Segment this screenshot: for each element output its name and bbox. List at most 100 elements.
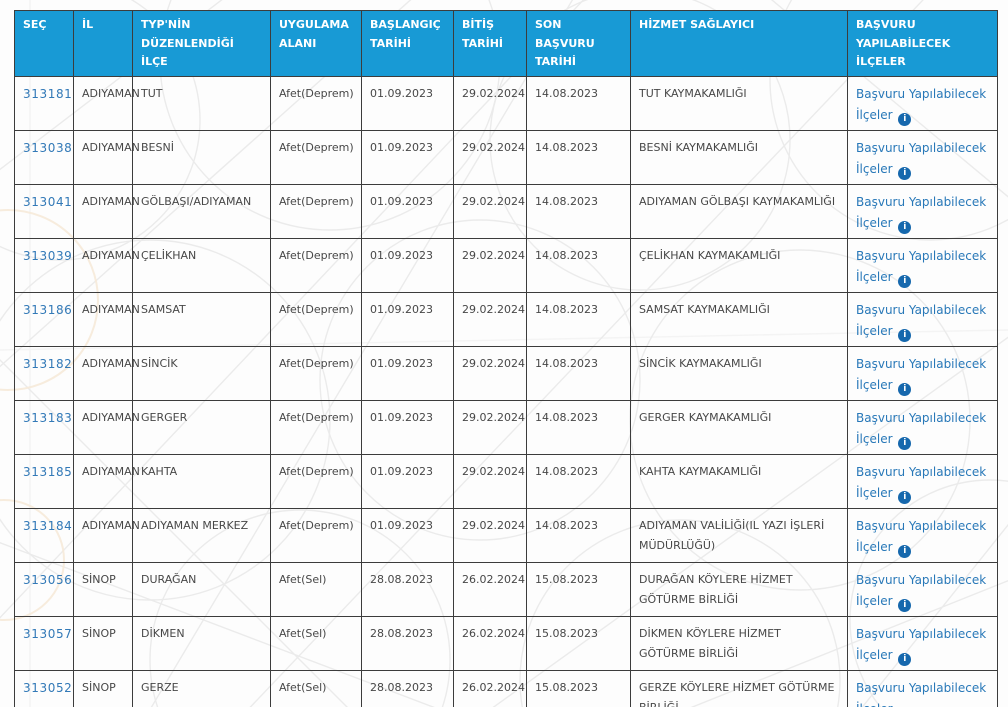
info-icon[interactable]: i	[898, 383, 912, 397]
cell-il: ADIYAMAN	[73, 454, 140, 510]
cell-saglayici: GERGER KAYMAKAMLIĞI	[630, 400, 848, 456]
col-header-bitis: BİTİŞ TARİHİ	[453, 9, 527, 78]
cell-alan: Afet(Deprem)	[270, 76, 362, 132]
header-row: SEÇ İL TYP'NİN DÜZENLENDİĞİ İLÇE UYGULAM…	[14, 9, 998, 78]
apply-districts-link[interactable]: Başvuru Yapılabilecek İlçeler i	[856, 249, 986, 289]
cell-baslangic: 01.09.2023	[361, 508, 454, 564]
typ-id-link[interactable]: 313181	[23, 87, 73, 102]
cell-basvuru: Başvuru Yapılabilecek İlçeler i	[847, 292, 998, 348]
cell-baslangic: 01.09.2023	[361, 346, 454, 402]
typ-id-link[interactable]: 313038	[23, 141, 73, 156]
typ-id-link[interactable]: 313041	[23, 195, 73, 210]
cell-saglayici: KAHTA KAYMAKAMLIĞI	[630, 454, 848, 510]
cell-ilce: GERGER	[132, 400, 271, 456]
cell-sec: 313184	[14, 508, 74, 564]
cell-alan: Afet(Deprem)	[270, 400, 362, 456]
table-row: 313185 ADIYAMAN KAHTA Afet(Deprem) 01.09…	[14, 454, 998, 510]
cell-bitis: 29.02.2024	[453, 130, 527, 186]
info-icon[interactable]: i	[898, 329, 912, 343]
apply-districts-label: Başvuru Yapılabilecek İlçeler	[856, 519, 987, 555]
cell-sec: 313182	[14, 346, 74, 402]
apply-districts-link[interactable]: Başvuru Yapılabilecek İlçeler i	[856, 87, 987, 127]
info-icon[interactable]: i	[898, 491, 912, 505]
cell-sec: 313057	[14, 616, 74, 672]
cell-baslangic: 28.08.2023	[361, 670, 454, 707]
cell-il: SİNOP	[73, 616, 133, 672]
apply-districts-label: Başvuru Yapılabilecek İlçeler	[856, 465, 987, 501]
table-row: 313056 SİNOP DURAĞAN Afet(Sel) 28.08.202…	[14, 562, 998, 618]
table-row: 313181 ADIYAMAN TUT Afet(Deprem) 01.09.2…	[14, 76, 998, 132]
cell-alan: Afet(Deprem)	[270, 238, 362, 294]
typ-id-link[interactable]: 313182	[23, 357, 73, 372]
cell-il: ADIYAMAN	[73, 292, 140, 348]
info-icon[interactable]: i	[898, 167, 912, 181]
table-row: 313057 SİNOP DİKMEN Afet(Sel) 28.08.2023…	[14, 616, 998, 672]
apply-districts-label: Başvuru Yapılabilecek İlçeler	[856, 87, 987, 123]
typ-id-link[interactable]: 313183	[23, 411, 73, 426]
table-row: 313186 ADIYAMAN SAMSAT Afet(Deprem) 01.0…	[14, 292, 998, 348]
apply-districts-link[interactable]: Başvuru Yapılabilecek İlçeler i	[856, 195, 986, 235]
typ-id-link[interactable]: 313039	[23, 249, 73, 264]
cell-il: SİNOP	[73, 670, 133, 707]
info-icon[interactable]: i	[898, 221, 912, 235]
apply-districts-label: Başvuru Yapılabilecek İlçeler	[856, 357, 987, 393]
cell-baslangic: 01.09.2023	[361, 400, 454, 456]
apply-districts-link[interactable]: Başvuru Yapılabilecek İlçeler i	[856, 303, 986, 343]
col-header-son-basvuru: SON BAŞVURU TARİHİ	[526, 9, 631, 78]
cell-son-basvuru: 14.08.2023	[526, 76, 631, 132]
apply-districts-link[interactable]: Başvuru Yapılabilecek İlçeler i	[856, 411, 986, 451]
cell-bitis: 29.02.2024	[453, 454, 527, 510]
cell-sec: 313056	[14, 562, 74, 618]
cell-ilce: DURAĞAN	[132, 562, 271, 618]
typ-id-link[interactable]: 313186	[23, 303, 73, 318]
cell-alan: Afet(Deprem)	[270, 346, 362, 402]
cell-basvuru: Başvuru Yapılabilecek İlçeler i	[847, 562, 998, 618]
cell-il: ADIYAMAN	[73, 508, 140, 564]
col-header-baslangic: BAŞLANGIÇ TARİHİ	[361, 9, 454, 78]
info-icon[interactable]: i	[898, 275, 912, 289]
info-icon[interactable]: i	[898, 545, 912, 559]
cell-alan: Afet(Sel)	[270, 616, 362, 672]
cell-sec: 313038	[14, 130, 74, 186]
info-icon[interactable]: i	[898, 653, 912, 667]
cell-saglayici: ADIYAMAN GÖLBAŞI KAYMAKAMLIĞI	[630, 184, 848, 240]
apply-districts-link[interactable]: Başvuru Yapılabilecek İlçeler i	[856, 681, 986, 707]
col-header-saglayici: HİZMET SAĞLAYICI	[630, 9, 848, 78]
table-row: 313038 ADIYAMAN BESNİ Afet(Deprem) 01.09…	[14, 130, 998, 186]
typ-id-link[interactable]: 313184	[23, 519, 73, 534]
apply-districts-link[interactable]: Başvuru Yapılabilecek İlçeler i	[856, 465, 987, 505]
table-row: 313184 ADIYAMAN ADIYAMAN MERKEZ Afet(Dep…	[14, 508, 998, 564]
apply-districts-link[interactable]: Başvuru Yapılabilecek İlçeler i	[856, 141, 986, 181]
cell-bitis: 29.02.2024	[453, 346, 527, 402]
cell-bitis: 29.02.2024	[453, 508, 527, 564]
table-row: 313039 ADIYAMAN ÇELİKHAN Afet(Deprem) 01…	[14, 238, 998, 294]
cell-baslangic: 01.09.2023	[361, 292, 454, 348]
info-icon[interactable]: i	[898, 113, 912, 127]
cell-basvuru: Başvuru Yapılabilecek İlçeler i	[847, 238, 998, 294]
cell-ilce: SİNCİK	[132, 346, 271, 402]
info-icon[interactable]: i	[898, 437, 912, 451]
typ-id-link[interactable]: 313056	[23, 573, 73, 588]
cell-il: ADIYAMAN	[73, 130, 140, 186]
cell-saglayici: BESNİ KAYMAKAMLIĞI	[630, 130, 848, 186]
apply-districts-link[interactable]: Başvuru Yapılabilecek İlçeler i	[856, 519, 987, 559]
cell-basvuru: Başvuru Yapılabilecek İlçeler i	[847, 454, 998, 510]
cell-son-basvuru: 14.08.2023	[526, 346, 631, 402]
typ-id-link[interactable]: 313185	[23, 465, 73, 480]
cell-sec: 313039	[14, 238, 74, 294]
apply-districts-link[interactable]: Başvuru Yapılabilecek İlçeler i	[856, 573, 987, 613]
col-header-ilce: TYP'NİN DÜZENLENDİĞİ İLÇE	[132, 9, 271, 78]
cell-basvuru: Başvuru Yapılabilecek İlçeler i	[847, 508, 998, 564]
apply-districts-label: Başvuru Yapılabilecek İlçeler	[856, 573, 987, 609]
info-icon[interactable]: i	[898, 599, 912, 613]
table-row: 313041 ADIYAMAN GÖLBAŞI/ADIYAMAN Afet(De…	[14, 184, 998, 240]
typ-id-link[interactable]: 313057	[23, 627, 73, 642]
cell-ilce: ADIYAMAN MERKEZ	[132, 508, 271, 564]
cell-son-basvuru: 14.08.2023	[526, 238, 631, 294]
apply-districts-link[interactable]: Başvuru Yapılabilecek İlçeler i	[856, 357, 987, 397]
cell-bitis: 26.02.2024	[453, 616, 527, 672]
cell-alan: Afet(Deprem)	[270, 184, 362, 240]
typ-id-link[interactable]: 313052	[23, 681, 73, 696]
apply-districts-link[interactable]: Başvuru Yapılabilecek İlçeler i	[856, 627, 986, 667]
cell-bitis: 29.02.2024	[453, 184, 527, 240]
